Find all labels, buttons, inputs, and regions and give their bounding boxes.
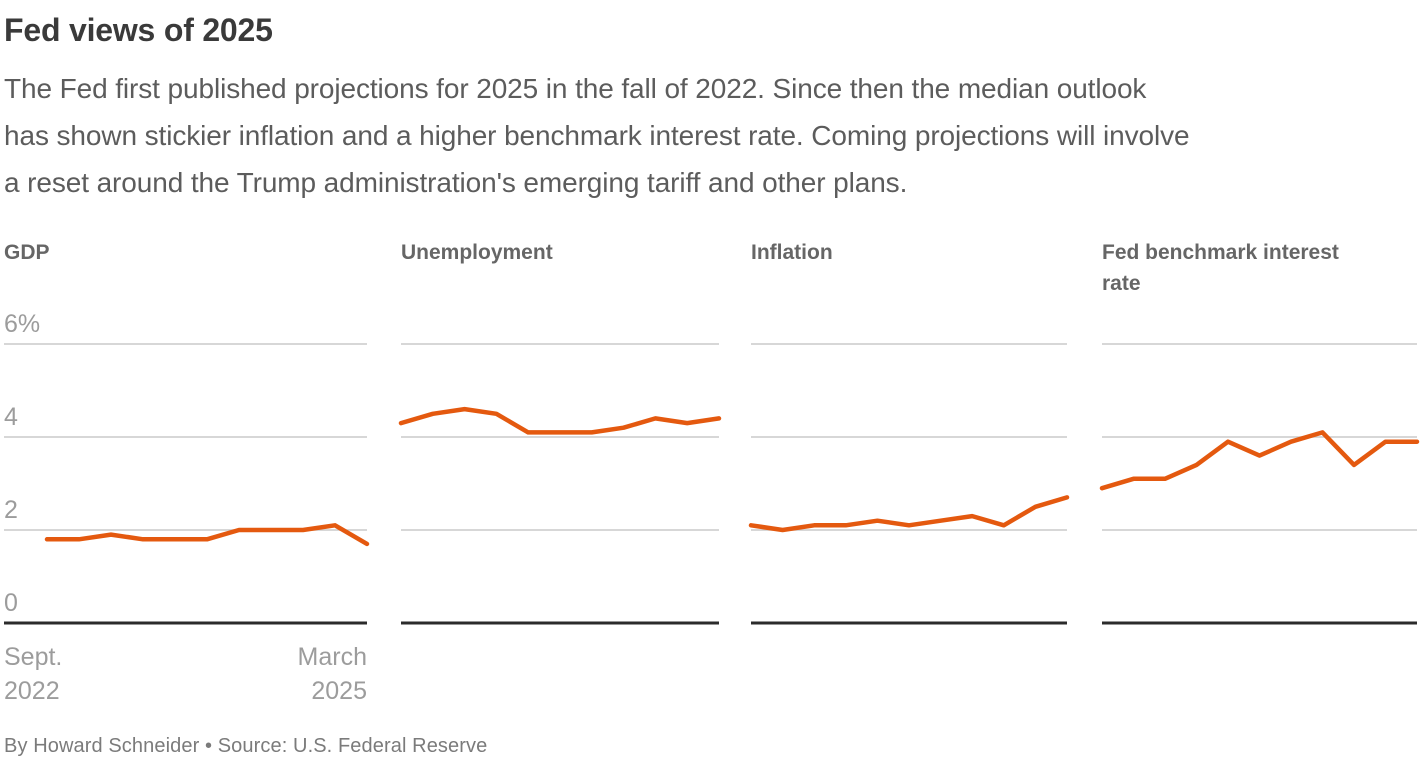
y-tick-label: 6% (4, 310, 41, 338)
chart-panel-unemployment: Unemployment (398, 237, 722, 625)
plot-area (398, 343, 722, 625)
subtitle-line: The Fed first published projections for … (4, 73, 1147, 104)
chart-panel-inflation: Inflation (748, 237, 1070, 625)
panel-title: GDP (4, 241, 50, 264)
x-axis-label-end: March 2025 (297, 643, 367, 705)
data-line (748, 495, 1070, 533)
byline-source: By Howard Schneider • Source: U.S. Feder… (4, 735, 488, 757)
line-chart-fed-benchmark-interest-rate (1099, 343, 1420, 625)
subtitle-line: a reset around the Trump administration'… (4, 167, 908, 198)
data-line (398, 406, 722, 435)
chart-panel-gdp: GDP 6% 4 2 0 Sept. 2022 March 2025 (4, 237, 370, 708)
plot-area (1099, 343, 1420, 625)
page-title: Fed views of 2025 (4, 12, 273, 48)
plot-area (748, 343, 1070, 625)
data-line (1099, 430, 1420, 491)
subtitle-line: has shown stickier inflation and a highe… (4, 120, 1190, 151)
panel-title: Fed benchmark interest rate (1102, 241, 1339, 295)
line-chart-unemployment (398, 343, 722, 625)
plot-area: 6% 4 2 0 (4, 312, 370, 625)
small-multiples-row: GDP 6% 4 2 0 Sept. 2022 March 2025 Unemployment In… (4, 237, 1420, 708)
line-chart-inflation (748, 343, 1070, 625)
chart-panel-fed-benchmark-interest-rate: Fed benchmark interest rate (1099, 237, 1420, 625)
line-chart-gdp (4, 343, 370, 625)
chart-figure: Fed views of 2025 The Fed first publishe… (4, 12, 1420, 708)
chart-subtitle: The Fed first published projections for … (4, 65, 1415, 206)
data-line (44, 523, 370, 547)
x-axis-label-start: Sept. 2022 (4, 643, 63, 705)
panel-title: Inflation (751, 241, 833, 264)
panel-title: Unemployment (401, 241, 553, 264)
x-axis-labels: Sept. 2022 March 2025 (4, 640, 367, 708)
